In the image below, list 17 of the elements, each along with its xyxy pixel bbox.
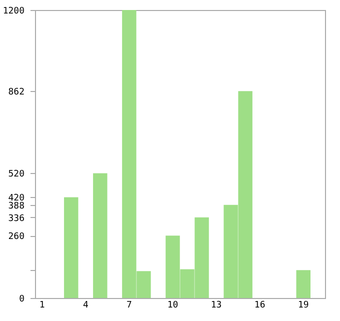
- x-tick-label: 16: [254, 300, 266, 310]
- x-tick-label: 10: [167, 300, 178, 310]
- y-tick-label: 520: [8, 170, 24, 180]
- x-tick-label: 19: [298, 300, 309, 310]
- y-tick-label: 260: [8, 232, 24, 242]
- x-tick-label: 4: [82, 300, 88, 310]
- x-tick-label: 1: [39, 300, 45, 310]
- bar: [64, 197, 78, 298]
- x-tick-label: 7: [126, 300, 132, 310]
- y-tick-label: 0: [19, 294, 24, 304]
- bar: [296, 270, 310, 298]
- bar: [93, 173, 108, 298]
- y-tick-label: 388: [8, 201, 24, 212]
- y-tick-label: 1200: [2, 6, 24, 16]
- y-tick-label: 336: [8, 214, 24, 224]
- x-tick-label: 13: [210, 300, 222, 310]
- y-tick-label: 862: [8, 88, 24, 98]
